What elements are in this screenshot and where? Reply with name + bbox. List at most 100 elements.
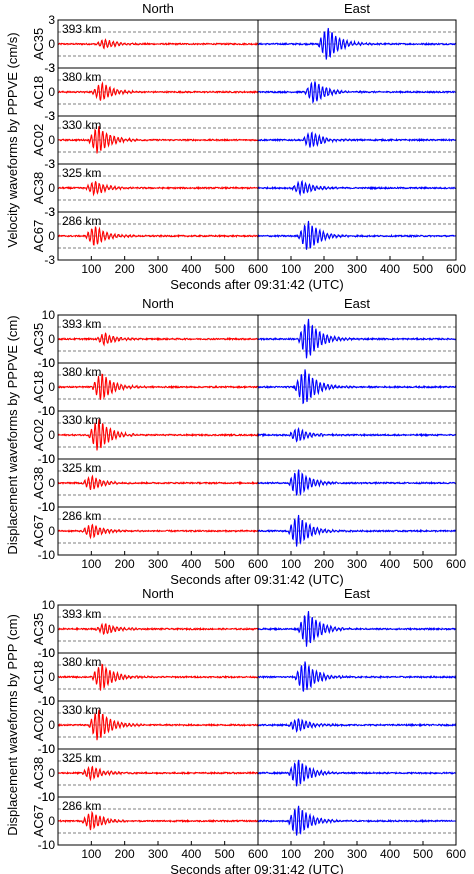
- distance-label: 325 km: [62, 751, 101, 765]
- y-tick-label: -10: [38, 404, 56, 418]
- distance-label: 393 km: [62, 317, 101, 331]
- x-tick-label: 100: [281, 262, 301, 276]
- station-label: AC67: [31, 220, 46, 253]
- x-tick-label: 200: [314, 262, 334, 276]
- distance-label: 380 km: [62, 655, 101, 669]
- x-tick-label: 100: [281, 557, 301, 571]
- station-label: AC35: [31, 613, 46, 646]
- station-label: AC18: [31, 76, 46, 109]
- waveform-north-ac35: [57, 332, 259, 347]
- x-tick-label: 400: [181, 262, 201, 276]
- waveform-north-ac67: [57, 226, 259, 246]
- waveform-north-ac35: [57, 622, 259, 636]
- x-tick-label: 600: [248, 262, 268, 276]
- station-label: AC18: [31, 661, 46, 694]
- station-label: AC67: [31, 515, 46, 548]
- y-tick-label: -10: [38, 742, 56, 756]
- y-tick-label: -10: [38, 646, 56, 660]
- distance-label: 286 km: [62, 214, 101, 228]
- x-tick-label: 500: [413, 262, 433, 276]
- y-tick-label: 0: [48, 181, 55, 195]
- y-tick-label: 0: [48, 524, 55, 538]
- x-tick-label: 400: [380, 262, 400, 276]
- x-tick-label: 600: [446, 557, 466, 571]
- waveform-east-ac67: [257, 514, 457, 547]
- waveform-north-ac38: [57, 180, 259, 197]
- station-label: AC38: [31, 467, 46, 500]
- column-title-east: East: [344, 1, 370, 16]
- y-tick-label: 10: [42, 598, 56, 612]
- station-label: AC02: [31, 709, 46, 742]
- y-tick-label: 3: [48, 205, 55, 219]
- station-label: AC38: [31, 172, 46, 205]
- y-tick-label: 10: [42, 790, 56, 804]
- y-tick-label: 0: [48, 37, 55, 51]
- x-tick-label: 300: [347, 847, 367, 861]
- waveform-north-ac35: [57, 38, 259, 50]
- y-tick-label: -3: [44, 61, 55, 75]
- distance-label: 286 km: [62, 799, 101, 813]
- waveform-east-ac38: [257, 759, 457, 787]
- y-tick-label: 10: [42, 452, 56, 466]
- waveform-north-ac02: [57, 126, 259, 154]
- station-label: AC38: [31, 757, 46, 790]
- distance-label: 330 km: [62, 118, 101, 132]
- x-tick-label: 400: [181, 557, 201, 571]
- x-tick-label: 600: [446, 847, 466, 861]
- y-axis-label: Velocity waveforms by PPPVE (cm/s): [5, 32, 20, 247]
- x-tick-label: 500: [215, 557, 235, 571]
- y-tick-label: 10: [42, 356, 56, 370]
- distance-label: 380 km: [62, 70, 101, 84]
- y-tick-label: 0: [48, 428, 55, 442]
- waveform-north-ac18: [57, 663, 259, 691]
- waveform-north-ac18: [57, 81, 259, 101]
- x-axis-label: Seconds after 09:31:42 (UTC): [170, 572, 343, 587]
- y-tick-label: 0: [48, 814, 55, 828]
- y-tick-label: 0: [48, 332, 55, 346]
- x-tick-label: 500: [215, 847, 235, 861]
- waveform-east-ac18: [257, 369, 457, 405]
- y-tick-label: -3: [44, 157, 55, 171]
- y-tick-label: -3: [44, 109, 55, 123]
- y-tick-label: 10: [42, 500, 56, 514]
- x-tick-label: 500: [413, 847, 433, 861]
- waveform-east-ac18: [257, 661, 457, 692]
- waveform-north-ac02: [57, 419, 259, 451]
- waveform-east-ac02: [257, 718, 457, 734]
- y-tick-label: -10: [38, 356, 56, 370]
- waveform-north-ac02: [58, 709, 259, 741]
- distance-label: 286 km: [62, 509, 101, 523]
- x-tick-label: 300: [347, 557, 367, 571]
- distance-label: 393 km: [62, 607, 101, 621]
- y-tick-label: -3: [44, 253, 55, 267]
- waveform-east-ac02: [257, 131, 457, 148]
- x-tick-label: 300: [148, 262, 168, 276]
- x-tick-label: 500: [215, 262, 235, 276]
- station-label: AC35: [31, 28, 46, 61]
- waveform-east-ac18: [257, 81, 457, 105]
- station-label: AC35: [31, 323, 46, 356]
- y-tick-label: 10: [42, 308, 56, 322]
- x-axis-label: Seconds after 09:31:42 (UTC): [170, 277, 343, 292]
- waveform-east-ac38: [257, 179, 457, 197]
- distance-label: 325 km: [62, 166, 101, 180]
- y-tick-label: 0: [48, 476, 55, 490]
- x-tick-label: 600: [248, 557, 268, 571]
- y-tick-label: 10: [42, 742, 56, 756]
- column-title-north: North: [142, 586, 174, 601]
- waveform-east-ac02: [257, 426, 457, 443]
- y-tick-label: 10: [42, 646, 56, 660]
- x-tick-label: 300: [347, 262, 367, 276]
- y-tick-label: 10: [42, 404, 56, 418]
- x-tick-label: 100: [81, 557, 101, 571]
- waveform-north-ac38: [57, 474, 259, 491]
- y-tick-label: -10: [38, 838, 56, 852]
- waveform-north-ac67: [57, 810, 259, 831]
- y-tick-label: -3: [44, 205, 55, 219]
- distance-label: 380 km: [62, 365, 101, 379]
- y-tick-label: 0: [48, 622, 55, 636]
- x-tick-label: 600: [446, 262, 466, 276]
- y-tick-label: -10: [38, 694, 56, 708]
- station-label: AC02: [31, 124, 46, 157]
